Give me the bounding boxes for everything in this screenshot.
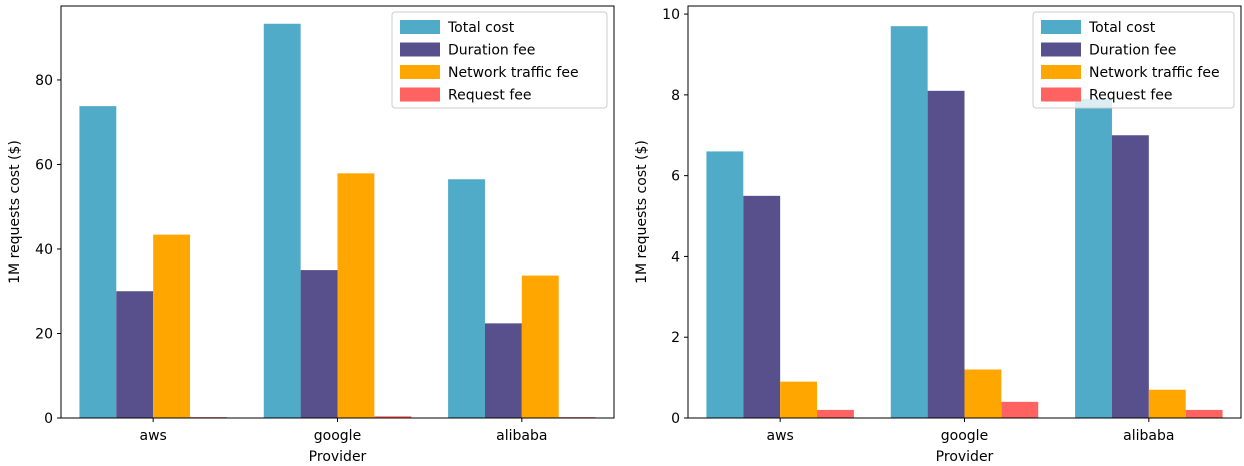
- y-tick-label: 6: [671, 169, 680, 185]
- legend-swatch-request-fee: [400, 87, 440, 102]
- legend-label-total-cost: Total cost: [447, 20, 515, 36]
- legend: Total cost Duration fee Network traffic fe…: [1032, 11, 1235, 109]
- legend-label-network-fee: Network traffic fee: [1089, 65, 1220, 81]
- bar-total-cost-alibaba: [448, 179, 485, 418]
- y-axis-label: 1M requests cost ($): [7, 140, 23, 284]
- x-tick-label-alibaba: alibaba: [496, 428, 547, 444]
- bar-duration-fee-google: [927, 90, 965, 418]
- legend-label-request-fee: Request fee: [448, 88, 531, 104]
- bar-request-fee-aws: [817, 409, 854, 418]
- x-tick-label-alibaba: alibaba: [1123, 428, 1174, 444]
- y-tick-label: 10: [662, 7, 680, 23]
- bar-network-fee-google: [964, 369, 1002, 418]
- bar-request-fee-google: [1001, 401, 1039, 418]
- legend-swatch-duration-fee: [1041, 42, 1081, 57]
- x-axis-label: Provider: [309, 449, 367, 465]
- bar-duration-fee-alibaba: [1111, 135, 1149, 419]
- y-axis-label: 1M requests cost ($): [634, 140, 650, 284]
- bar-network-fee-alibaba: [521, 275, 559, 418]
- x-tick-label-google: google: [314, 428, 361, 444]
- legend-label-network-fee: Network traffic fee: [448, 65, 579, 81]
- legend-swatch-network-fee: [400, 65, 440, 79]
- legend-swatch-network-fee: [1041, 65, 1081, 79]
- y-tick-label: 20: [35, 326, 53, 342]
- chart-panel-1: 0 20 40 60 80 aws google alibaba Provider 1M requ…: [7, 5, 615, 465]
- legend: Total cost Duration fee Network traffic fe…: [391, 11, 608, 109]
- y-tick-label: 0: [671, 411, 680, 427]
- bar-request-fee-alibaba: [1185, 409, 1223, 418]
- x-tick-label-google: google: [941, 428, 988, 444]
- x-axis-label: Provider: [936, 449, 994, 465]
- x-tick-label-aws: aws: [140, 428, 167, 444]
- legend-swatch-total-cost: [1041, 20, 1081, 34]
- bar-duration-fee-alibaba: [484, 323, 522, 418]
- bar-duration-fee-google: [300, 270, 338, 418]
- bar-request-fee-google: [374, 416, 412, 418]
- legend-box: [1032, 11, 1235, 109]
- legend-swatch-request-fee: [1041, 87, 1081, 102]
- bar-total-cost-aws: [706, 151, 744, 419]
- bar-network-fee-aws: [780, 381, 818, 418]
- x-tick-label-aws: aws: [767, 428, 794, 444]
- bar-total-cost-alibaba: [1075, 98, 1112, 418]
- bar-total-cost-google: [263, 23, 301, 419]
- legend-label-total-cost: Total cost: [1088, 20, 1156, 36]
- bar-total-cost-google: [890, 26, 928, 419]
- legend-swatch-duration-fee: [400, 42, 440, 57]
- legend-swatch-total-cost: [400, 20, 440, 34]
- bar-network-fee-aws: [153, 234, 191, 418]
- y-tick-label: 2: [671, 330, 680, 346]
- legend-label-duration-fee: Duration fee: [448, 43, 535, 59]
- y-tick-label: 40: [35, 242, 53, 258]
- bar-duration-fee-aws: [116, 291, 154, 418]
- y-tick-label: 80: [35, 73, 53, 89]
- bar-network-fee-alibaba: [1148, 389, 1186, 418]
- bar-total-cost-aws: [79, 106, 117, 418]
- y-tick-label: 0: [44, 411, 53, 427]
- y-tick-label: 60: [35, 157, 53, 173]
- legend-box: [391, 11, 608, 109]
- bar-duration-fee-aws: [743, 195, 781, 418]
- chart-panel-2: 0 2 4 6 8 10 aws google alibaba Provider 1M reques…: [634, 5, 1242, 465]
- y-tick-label: 8: [671, 88, 680, 104]
- y-tick-label: 4: [671, 249, 680, 265]
- legend-label-request-fee: Request fee: [1089, 88, 1172, 104]
- bar-network-fee-google: [337, 173, 375, 418]
- legend-label-duration-fee: Duration fee: [1089, 43, 1176, 59]
